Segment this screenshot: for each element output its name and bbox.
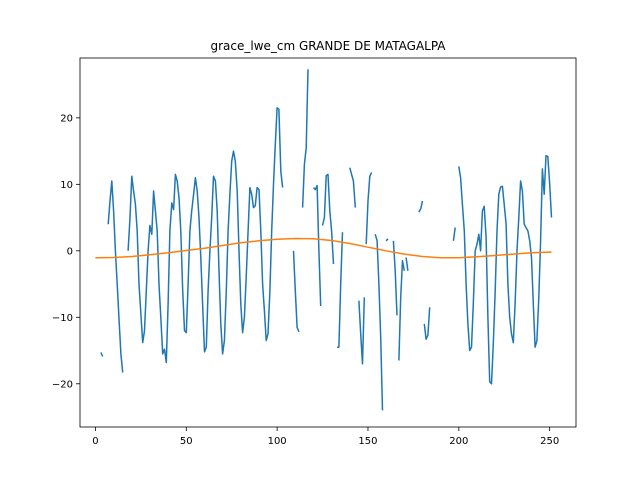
plot-frame (79, 57, 577, 428)
observed-series-line-1 (107, 180, 124, 373)
observed-series-line-10 (365, 172, 373, 245)
x-axis: 0 50 100 150 200 250 (92, 427, 559, 447)
seasonal-series-line-0 (95, 237, 552, 259)
observed-series-line-17 (423, 307, 431, 340)
observed-series-line-4 (301, 69, 309, 208)
observed-series-line-9 (358, 297, 366, 365)
y-tick-label: −20 (52, 379, 73, 390)
observed-series-line-18 (452, 227, 456, 241)
x-tick-label: 0 (92, 436, 98, 447)
observed-series-line-5 (312, 184, 322, 307)
observed-series-line-16 (418, 200, 424, 213)
x-tick-label: 250 (540, 436, 559, 447)
x-tick-label: 200 (449, 436, 468, 447)
plot-lines (95, 69, 553, 411)
observed-series-line-14 (398, 260, 406, 361)
observed-series-line-7 (337, 232, 344, 348)
observed-series-line-12 (385, 238, 389, 242)
x-tick-label: 150 (358, 436, 377, 447)
observed-series-line-19 (458, 154, 553, 385)
x-tick-label: 100 (268, 436, 287, 447)
chart-title: grace_lwe_cm GRANDE DE MATAGALPA (210, 39, 446, 53)
y-axis: −20 −10 0 10 20 (52, 113, 80, 390)
y-tick-label: −10 (52, 313, 73, 324)
y-tick-label: 0 (67, 246, 73, 257)
observed-series-line-13 (392, 240, 398, 316)
observed-series-line-11 (374, 233, 384, 411)
x-tick-label: 50 (180, 436, 193, 447)
observed-series-line-0 (100, 352, 104, 357)
y-tick-label: 10 (60, 180, 73, 191)
y-tick-label: 20 (60, 113, 73, 124)
observed-series-line-8 (349, 167, 357, 208)
observed-series-line-15 (405, 257, 409, 271)
observed-series-line-2 (127, 107, 284, 364)
observed-series-line-3 (292, 250, 300, 333)
observed-series-line-6 (321, 173, 335, 265)
